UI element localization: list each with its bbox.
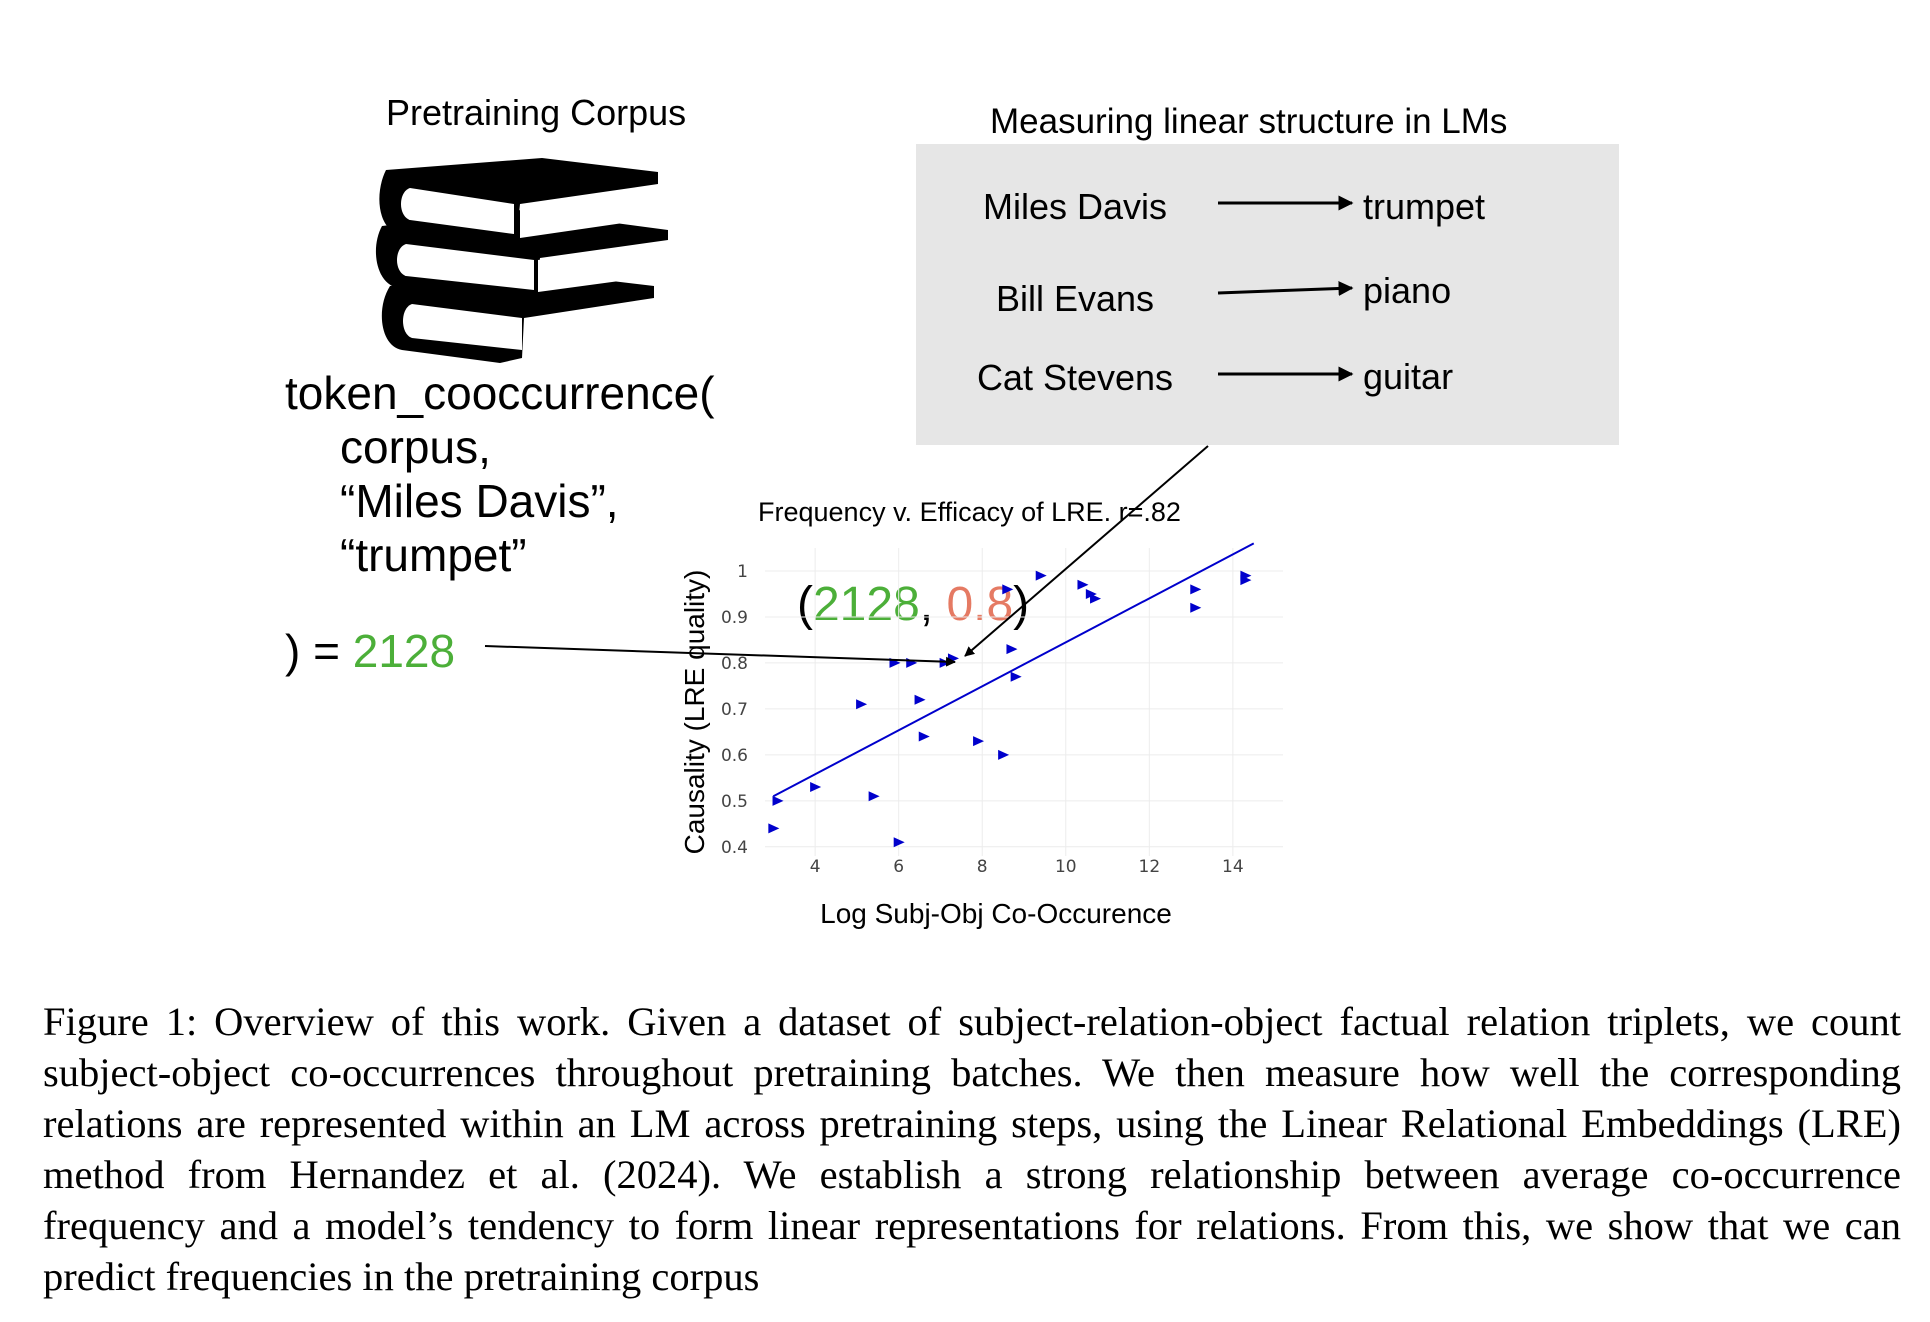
pair-subject: Miles Davis [982,186,1168,227]
data-point [973,736,985,747]
y-tick-label: 0.9 [721,608,748,628]
y-axis-label: Causality (LRE quality) [679,570,710,855]
relation-arrow [1217,281,1354,296]
data-point [768,823,780,834]
count-arrow [484,645,956,667]
data-point [998,749,1010,760]
result-prefix: ) = [285,625,353,677]
annotation-sep: , [919,578,947,631]
y-tick-label: 0.6 [721,746,748,766]
annotation-open: ( [797,578,813,631]
chart-axis-labels: 4 6 8 10 12 14 0.4 0.5 0.6 0.7 0.8 0.9 1 Log Subj-Obj… [679,562,1244,929]
data-point [893,837,905,848]
data-point [810,782,822,793]
y-tick-label: 0.5 [721,792,748,812]
x-tick-label: 10 [1055,857,1077,877]
code-arg: corpus, [340,421,491,473]
caption-text: Figure 1: Overview of this work. Given a… [43,999,1901,1299]
lm-box-title: Measuring linear structure in LMs [990,102,1508,141]
chart-title: Frequency v. Efficacy of LRE. r=.82 [758,497,1181,527]
x-tick-label: 14 [1222,857,1244,877]
pair-object: guitar [1363,356,1454,397]
fit-line [772,542,1255,798]
data-point [856,699,868,710]
code-call: token_cooccurrence( [285,367,715,419]
x-axis-label: Log Subj-Obj Co-Occurence [820,898,1172,929]
books-stack-icon [375,158,668,363]
x-tick-label: 8 [977,857,988,877]
lre-arrow [964,445,1209,657]
point-annotation: (2128, 0.8) [797,577,1029,632]
data-point [772,795,784,806]
x-tick-label: 6 [893,857,904,877]
data-point [1085,588,1097,599]
pair-object: piano [1363,270,1452,311]
data-point [1010,671,1022,682]
pair-subject: Cat Stevens [976,357,1174,398]
x-tick-label: 4 [810,857,821,877]
pair-subject: Bill Evans [995,278,1155,319]
annotation-x: 2128 [812,578,920,631]
annotation-close: ) [1013,578,1030,631]
data-point [1090,593,1102,604]
data-point [1002,584,1014,595]
data-point [1077,579,1089,590]
figure-overlay: 4 6 8 10 12 14 0.4 0.5 0.6 0.7 0.8 0.9 1 Log Subj-Obj… [484,195,1354,929]
data-point [939,657,951,668]
chart-points [768,570,1252,848]
lm-relations-box [916,144,1619,445]
data-point [1190,602,1202,613]
corpus-title: Pretraining Corpus [386,92,687,133]
data-point [914,694,926,705]
y-tick-label: 1 [737,562,748,582]
x-tick-label: 12 [1139,857,1161,877]
code-arg: “Miles Davis”, [340,475,619,527]
data-point [868,791,880,802]
chart-fit-line [772,542,1255,798]
data-point [1190,584,1202,595]
data-point [1035,570,1047,581]
cooccurrence-code: token_cooccurrence( corpus, “Miles Davis… [285,366,715,582]
data-point [1240,575,1252,586]
result-value: 2128 [352,625,456,677]
data-point [1006,644,1018,655]
annotation-y: 0.8 [946,578,1014,631]
figure-caption: Figure 1: Overview of this work. Given a… [43,996,1901,1302]
data-point [918,731,930,742]
y-tick-label: 0.7 [721,700,748,720]
pair-object: trumpet [1363,186,1486,227]
y-tick-label: 0.4 [721,838,748,858]
code-arg: “trumpet” [340,529,527,581]
chart-grid [765,548,1283,856]
y-tick-label: 0.8 [721,654,748,674]
code-result: ) = 2128 [285,624,455,678]
